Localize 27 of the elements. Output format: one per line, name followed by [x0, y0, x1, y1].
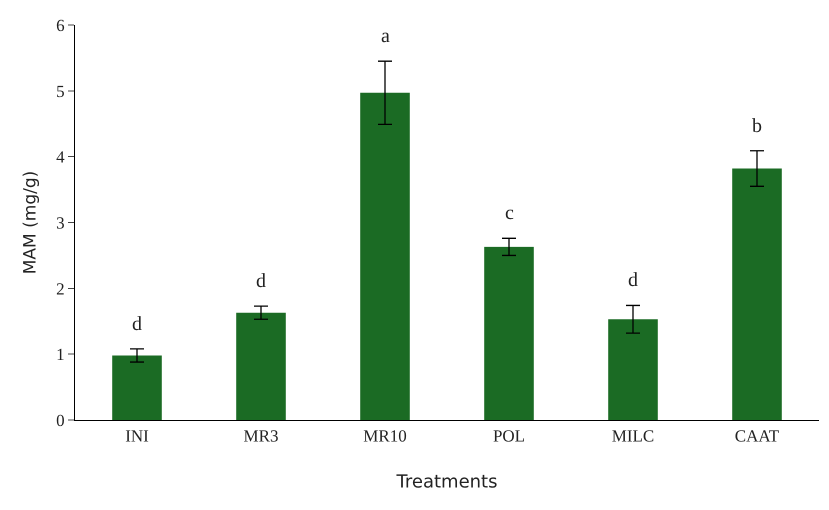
y-tick-label: 6: [56, 16, 65, 35]
bar: [112, 355, 162, 420]
annotation: d: [256, 270, 266, 292]
bar: [608, 319, 658, 420]
annotation: d: [628, 269, 638, 291]
y-axis-title: MAM (mg/g): [20, 170, 41, 274]
bar: [484, 246, 534, 420]
y-tick-label: 3: [56, 213, 65, 232]
annotation: d: [132, 313, 142, 335]
bar: [360, 92, 410, 420]
bar: [732, 168, 782, 420]
y-tick-label: 4: [56, 148, 66, 167]
x-tick-label: CAAT: [734, 426, 780, 446]
y-tick-label: 1: [56, 345, 65, 364]
x-tick-label: POL: [492, 426, 526, 446]
y-tick-label: 2: [56, 279, 65, 298]
y-tick-label: 0: [56, 410, 65, 430]
annotation: c: [505, 202, 514, 224]
x-tick-label: MR10: [363, 426, 407, 446]
bar: [236, 312, 286, 420]
annotation: b: [752, 115, 762, 137]
annotation: a: [381, 25, 390, 47]
x-tick-label: INI: [125, 426, 150, 446]
x-tick-label: MILC: [612, 426, 654, 446]
y-tick-label: 5: [56, 82, 65, 101]
x-tick-label: MR3: [244, 426, 278, 446]
x-axis-title: Treatments: [396, 472, 498, 492]
